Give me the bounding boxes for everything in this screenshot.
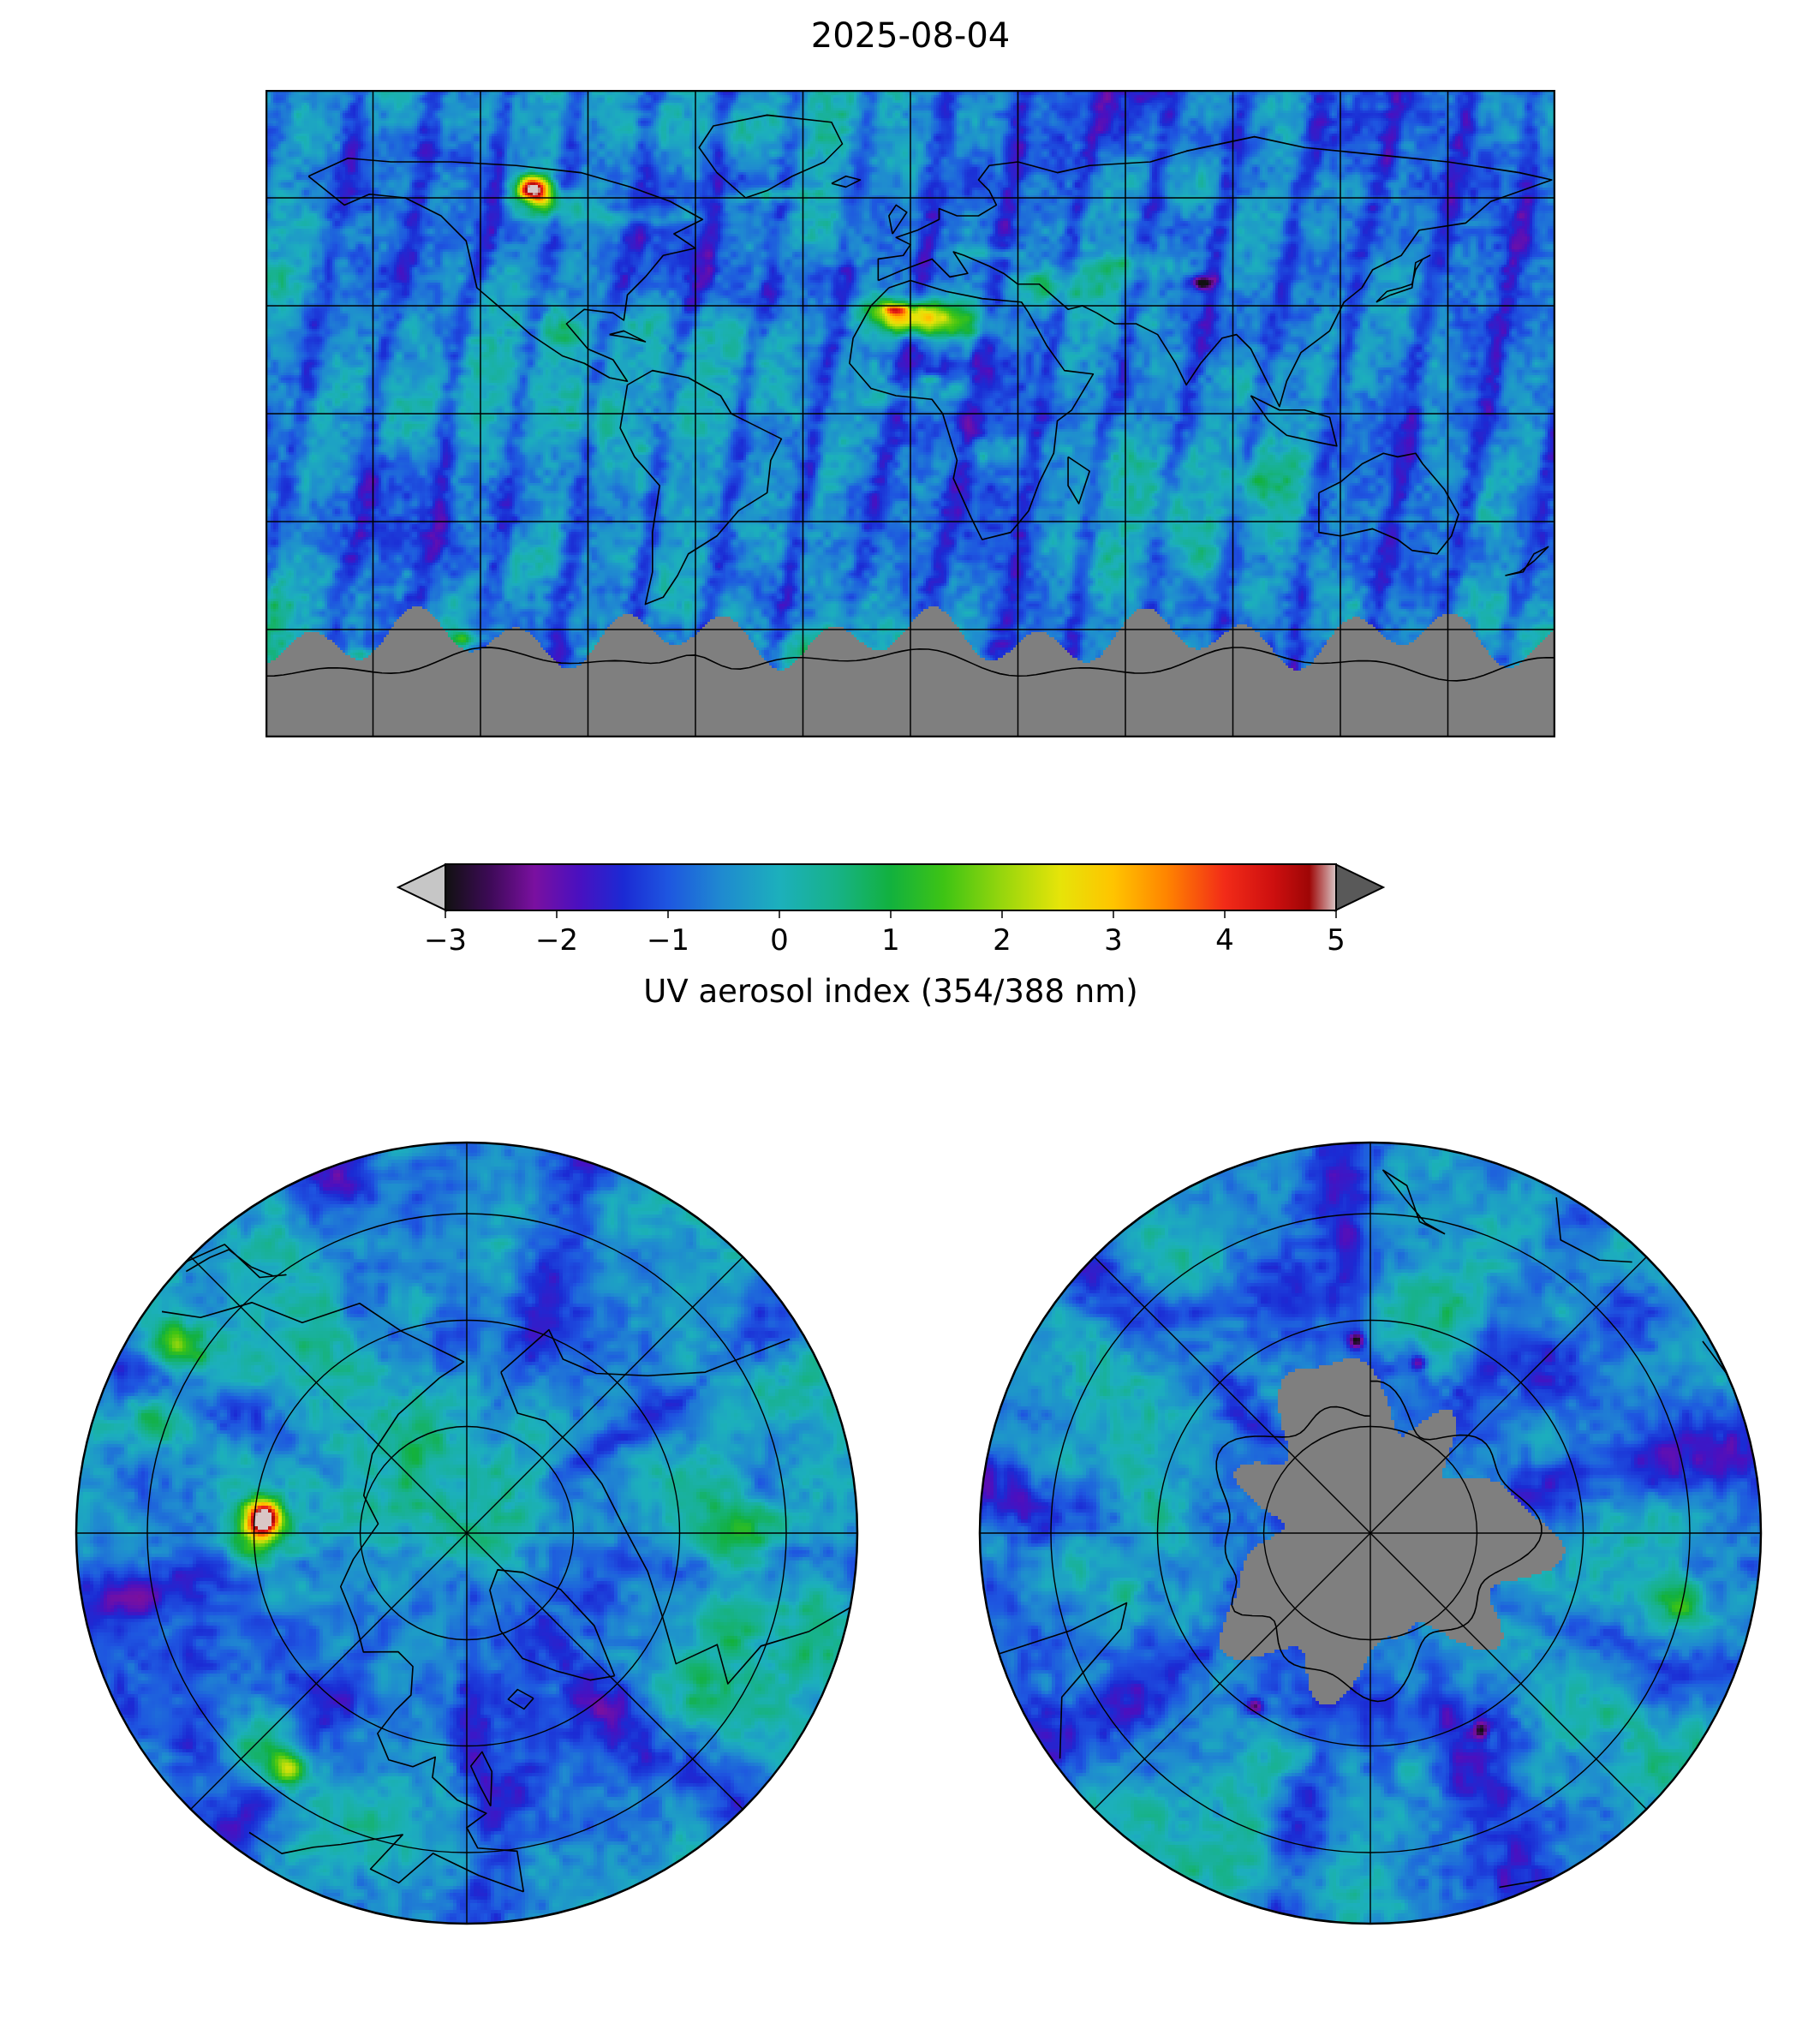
colorbar-axis-label: UV aerosol index (354/388 nm) [643,973,1138,1010]
colorbar-tick-labels: −3 −2 −1 0 1 2 3 4 5 [424,923,1346,959]
colorbar-tick-label: 1 [881,923,900,958]
colorbar-tick-label: 3 [1104,923,1123,958]
global-map-canvas [266,90,1555,737]
colorbar-tick-label: 5 [1327,923,1346,958]
colorbar-gradient-bar [445,863,1337,911]
colorbar-tick-label: −3 [423,923,468,958]
colorbar-tick-label: −2 [534,923,579,958]
colorbar-tick-label: −1 [646,923,690,958]
colorbar-tick-label: 4 [1215,923,1234,958]
north-polar-map-canvas [73,1139,861,1927]
figure-title: 2025-08-04 [810,16,1011,56]
colorbar-over-arrow [1334,863,1386,912]
colorbar-tick-label: 0 [770,923,789,958]
colorbar-tick-label: 2 [993,923,1011,958]
colorbar-under-arrow [396,863,447,912]
colorbar [396,863,1386,918]
colorbar-tick-marks [445,910,1337,918]
south-polar-map-canvas [976,1139,1764,1927]
